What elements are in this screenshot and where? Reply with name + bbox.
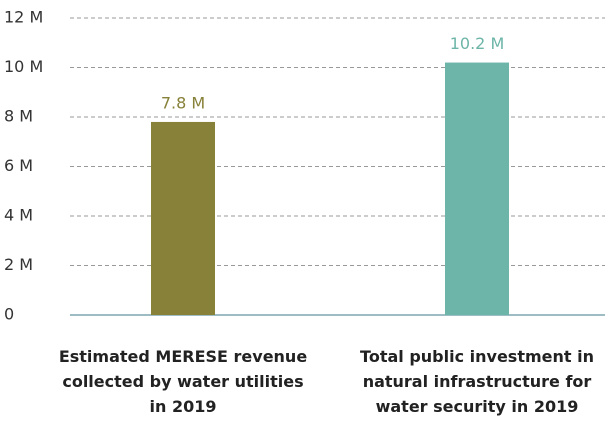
x-tick-label: Estimated MERESE revenue collected by wa…	[58, 347, 308, 416]
y-tick-label: 12 M	[4, 8, 43, 27]
value-label: 7.8 M	[161, 93, 205, 112]
x-tick-label: Total public investment in natural infra…	[360, 347, 594, 416]
y-tick-label: 8 M	[4, 107, 33, 126]
y-tick-label: 6 M	[4, 156, 33, 175]
bar	[151, 121, 215, 315]
y-tick-label: 0	[4, 305, 14, 324]
bar	[445, 62, 509, 315]
y-tick-label: 4 M	[4, 206, 33, 225]
value-label: 10.2 M	[450, 34, 505, 53]
y-tick-label: 10 M	[4, 57, 43, 76]
y-tick-label: 2 M	[4, 255, 33, 274]
